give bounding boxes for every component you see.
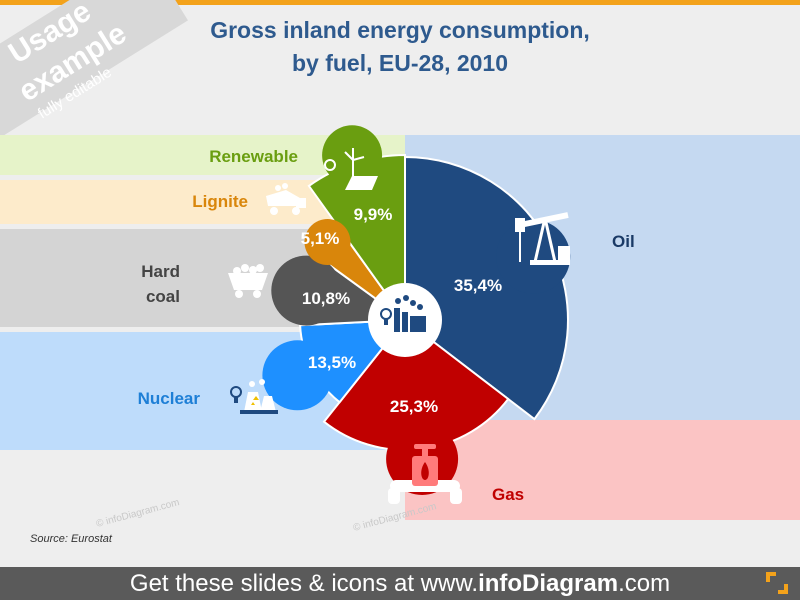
value-label-nuclear: 13,5% (308, 353, 356, 372)
band-gas (405, 420, 800, 520)
value-label-gas: 25,3% (390, 397, 438, 416)
power-plant-icon (380, 295, 426, 332)
footer-bar: Get these slides & icons at www.infoDiag… (0, 567, 800, 600)
value-label-renewable: 9,9% (354, 205, 393, 224)
chart-title: Gross inland energy consumption, by fuel… (160, 14, 640, 80)
source-note: Source: Eurostat (30, 533, 112, 545)
category-label-oil: Oil (612, 232, 635, 251)
oil-pump-icon (515, 212, 570, 265)
icon-circle-nuclear (262, 340, 333, 411)
value-label-lignite: 5,1% (301, 229, 340, 248)
category-label-gas: Gas (492, 485, 524, 504)
energy-pie-chart: 35,4% 25,3% 13,5% 10,8% 5,1% 9,9% Oil Ga… (0, 125, 800, 520)
chart-title-line2: by fuel, EU-28, 2010 (291, 50, 509, 76)
category-label-hard: Hard (141, 262, 180, 281)
icon-circle-oil (496, 219, 571, 294)
chart-title-line1: Gross inland energy consumption, (210, 17, 590, 43)
top-accent-bar (0, 0, 800, 5)
footer-text[interactable]: Get these slides & icons at www.infoDiag… (0, 567, 800, 600)
footer-brand: infoDiagram (478, 570, 619, 597)
icon-circle-hard-coal (271, 255, 342, 326)
category-label-renewable: Renewable (209, 147, 298, 166)
value-label-oil: 35,4% (454, 276, 502, 295)
coal-cart-icon (228, 264, 268, 298)
gas-valve-icon (388, 444, 462, 504)
value-label-hard-coal: 10,8% (302, 289, 350, 308)
renewable-icon (324, 148, 378, 190)
category-label-nuclear: Nuclear (138, 389, 201, 408)
infodiagram-logo-icon (766, 572, 788, 594)
nuclear-plant-icon (230, 379, 278, 414)
lignite-truck-icon (266, 183, 306, 215)
category-label-coal: coal (146, 287, 180, 306)
footer-prefix: Get these slides & icons at www. (129, 570, 479, 597)
category-label-lignite: Lignite (192, 192, 248, 211)
footer-suffix: .com (618, 570, 671, 597)
icon-circle-lignite (304, 219, 351, 265)
